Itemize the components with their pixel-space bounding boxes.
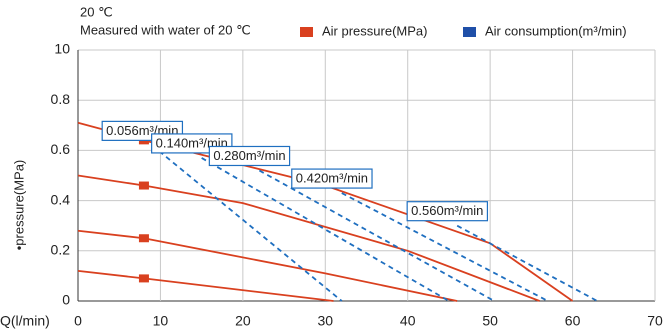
x-axis-label: Q(l/min) — [0, 313, 50, 329]
y-axis-label: •pressure(MPa) — [11, 160, 26, 251]
annotation: 0.560m³/min — [406, 201, 489, 222]
annotation-box — [406, 201, 489, 222]
header-line: 20 ℃ — [80, 4, 113, 19]
x-tick-label: 10 — [153, 313, 169, 329]
consumption-line — [201, 157, 450, 302]
pressure-line — [77, 269, 334, 302]
x-tick-label: 50 — [482, 313, 498, 329]
x-tick-label: 40 — [400, 313, 416, 329]
y-tick-label: 10 — [54, 41, 70, 57]
annotation-label: 0.420m³/min — [296, 171, 368, 186]
x-tick-label: 0 — [74, 313, 82, 329]
point-marker — [138, 274, 149, 283]
y-tick-label: 0.8 — [51, 91, 71, 107]
legend-label: Air pressure(MPa) — [322, 23, 427, 38]
point-marker — [138, 181, 149, 190]
y-tick-label: 0.2 — [51, 242, 71, 258]
pressure-line — [77, 174, 540, 302]
y-tick-label: 0.6 — [51, 141, 71, 157]
x-tick-label: 60 — [565, 313, 581, 329]
annotation-label: 0.560m³/min — [411, 203, 483, 218]
y-tick-label: 0.4 — [51, 191, 71, 207]
x-tick-label: 20 — [235, 313, 251, 329]
legend-swatch — [300, 27, 313, 37]
legend-label: Air consumption(m³/min) — [485, 23, 627, 38]
annotation-box — [291, 168, 373, 189]
pressure-line — [77, 229, 458, 302]
annotation: 0.280m³/min — [208, 145, 291, 167]
consumption-line — [341, 192, 549, 302]
annotation-box — [208, 145, 291, 167]
consumption-line — [151, 144, 343, 302]
point-marker — [138, 234, 149, 243]
annotation: 0.420m³/min — [291, 168, 373, 189]
header-line: Measured with water of 20 ℃ — [80, 22, 251, 37]
y-tick-label: 0 — [62, 292, 70, 308]
x-tick-label: 70 — [647, 313, 663, 329]
annotation-label: 0.280m³/min — [213, 148, 285, 163]
x-tick-label: 30 — [317, 313, 333, 329]
legend-swatch — [463, 27, 476, 37]
consumption-line — [258, 169, 495, 302]
